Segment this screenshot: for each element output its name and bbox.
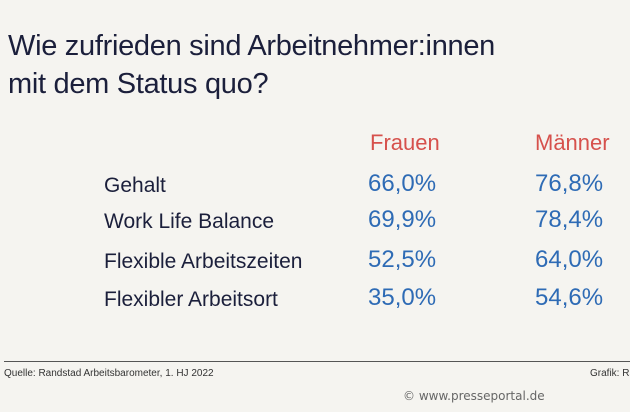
table-row: Flexible Arbeitszeiten 52,5% 64,0% [0,246,630,284]
row-label: Gehalt [104,174,166,197]
watermark: © www.presseportal.de [403,389,545,403]
title-line-1: Wie zufrieden sind Arbeitnehmer:innen [8,30,496,62]
table-row: Gehalt 66,0% 76,8% [0,170,630,208]
column-header-frauen: Frauen [370,130,440,155]
row-label: Flexibler Arbeitsort [104,288,278,311]
row-label: Work Life Balance [104,210,275,233]
table-row: Flexibler Arbeitsort 35,0% 54,6% [0,284,630,322]
source-note: Quelle: Randstad Arbeitsbarometer, 1. HJ… [4,368,214,379]
value-maenner: 54,6% [535,284,604,311]
value-frauen: 66,0% [368,170,437,197]
footer-divider [4,361,630,362]
table-row: Work Life Balance 69,9% 78,4% [0,206,630,244]
value-maenner: 78,4% [535,206,604,233]
graphic-credit: Grafik: Ra [590,368,630,379]
value-frauen: 69,9% [368,206,437,233]
value-maenner: 64,0% [535,246,604,273]
value-maenner: 76,8% [535,170,604,197]
chart-title: Wie zufrieden sind Arbeitnehmer:innen mi… [8,27,495,103]
column-header-maenner: Männer [535,130,610,155]
title-line-2: mit dem Status quo? [8,68,269,100]
row-label: Flexible Arbeitszeiten [104,250,303,273]
value-frauen: 52,5% [368,246,437,273]
value-frauen: 35,0% [368,284,437,311]
